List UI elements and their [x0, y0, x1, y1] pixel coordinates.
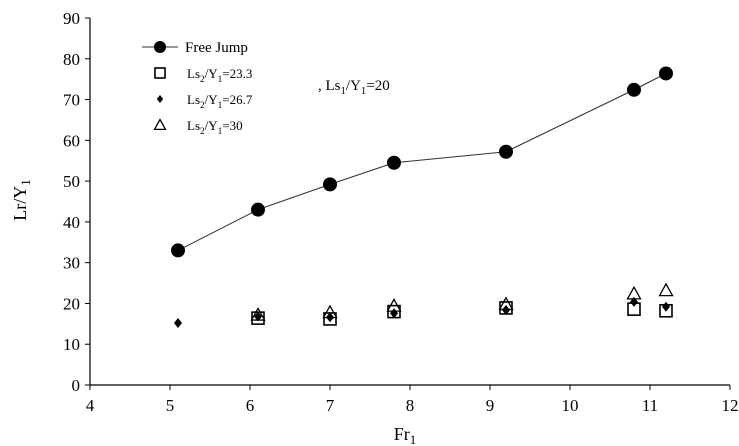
legend-marker — [154, 67, 166, 79]
legend-marker — [153, 118, 167, 131]
data-point — [174, 318, 182, 329]
data-point — [323, 177, 337, 192]
annotation: , Ls1/Y1=20 — [318, 78, 390, 97]
y-tick-label: 30 — [63, 254, 80, 273]
y-tick-label: 0 — [72, 376, 81, 395]
y-tick-label: 50 — [63, 172, 80, 191]
legend-label: Ls2/Y1=26.7 — [187, 92, 253, 111]
series-3 — [174, 296, 670, 329]
data-point — [322, 304, 338, 319]
y-tick-label: 70 — [63, 91, 80, 110]
y-tick-label: 10 — [63, 335, 80, 354]
x-tick-label: 6 — [246, 396, 255, 415]
data-point — [626, 285, 642, 300]
legend-item: Ls2/Y1=23.3 — [154, 66, 252, 85]
data-point — [251, 202, 265, 217]
series-1 — [171, 66, 673, 258]
x-tick-label: 12 — [722, 396, 739, 415]
y-tick-label: 80 — [63, 50, 80, 69]
series-layer — [171, 66, 674, 329]
x-tick-label: 7 — [326, 396, 335, 415]
x-tick-label: 9 — [486, 396, 495, 415]
y-tick-label: 40 — [63, 213, 80, 232]
data-point — [386, 298, 402, 312]
x-tick-label: 5 — [166, 396, 175, 415]
legend-marker — [154, 41, 166, 53]
legend: Free Jump Ls2/Y1=23.3 Ls2/Y1=26.7 Ls2/Y1=30 — [142, 40, 253, 137]
y-tick-label: 20 — [63, 294, 80, 313]
x-tick-label: 11 — [642, 396, 658, 415]
data-point — [499, 144, 513, 159]
y-tick-label: 60 — [63, 131, 80, 150]
x-tick-label: 4 — [86, 396, 95, 415]
x-tick-label: 8 — [406, 396, 415, 415]
data-point — [498, 296, 514, 311]
legend-item: Ls2/Y1=30 — [153, 118, 243, 137]
x-axis-title: Fr1 — [394, 424, 417, 446]
data-point — [171, 243, 185, 258]
data-point — [627, 82, 641, 97]
x-tick-label: 10 — [562, 396, 579, 415]
series-4 — [250, 282, 674, 321]
legend-label: Ls2/Y1=30 — [187, 118, 243, 137]
legend-item: Ls2/Y1=26.7 — [156, 92, 253, 111]
series-2 — [251, 301, 673, 326]
data-point — [659, 66, 673, 81]
legend-label: Free Jump — [185, 40, 248, 56]
data-point — [662, 301, 670, 312]
axes: 0 10 20 30 40 50 60 70 80 90 4 5 6 7 8 9 10 11 12 Fr1 Lr/Y1 — [10, 9, 739, 446]
y-axis-title: Lr/Y1 — [10, 179, 33, 220]
legend-item: Free Jump — [142, 40, 248, 56]
data-point — [250, 307, 266, 321]
data-point — [254, 311, 262, 322]
annotation-text: , Ls1/Y1=20 — [318, 78, 390, 97]
data-point — [387, 155, 401, 170]
data-point — [658, 282, 674, 297]
legend-marker — [156, 95, 164, 103]
y-tick-label: 90 — [63, 9, 80, 28]
legend-label: Ls2/Y1=23.3 — [187, 66, 252, 85]
